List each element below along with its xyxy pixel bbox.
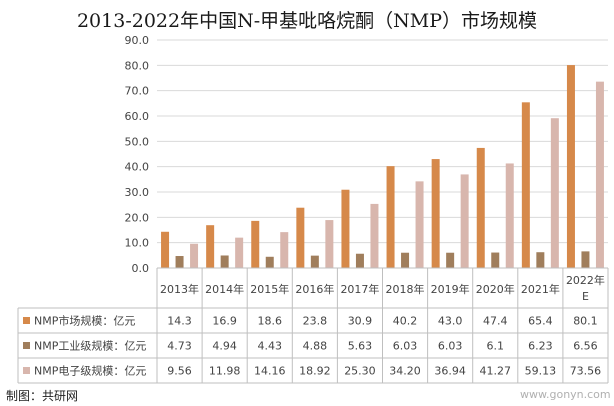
bar-3 xyxy=(190,243,199,268)
x-tick-label: 2014年 xyxy=(205,282,244,296)
bar-3 xyxy=(370,203,379,268)
y-tick-label: 50.0 xyxy=(125,135,150,148)
x-tick-label: 2021年 xyxy=(521,282,560,296)
data-label: 47.4 xyxy=(483,315,508,328)
data-label: 4.94 xyxy=(212,340,237,353)
y-tick-label: 90.0 xyxy=(125,34,150,47)
data-label: 9.56 xyxy=(167,365,192,378)
data-label: 73.56 xyxy=(570,365,602,378)
data-label: 5.63 xyxy=(348,340,373,353)
bar-1 xyxy=(161,231,170,268)
data-label: 18.92 xyxy=(299,365,331,378)
data-label: 4.73 xyxy=(167,340,192,353)
bar-1 xyxy=(341,189,350,268)
legend-swatch-2 xyxy=(23,342,30,349)
y-tick-label: 70.0 xyxy=(125,85,150,98)
data-label: 6.03 xyxy=(438,340,463,353)
source-note: 制图：共研网 xyxy=(6,389,79,403)
x-tick-label: 2019年 xyxy=(431,282,470,296)
legend-swatch-1 xyxy=(23,317,30,324)
y-tick-label: 0.0 xyxy=(132,262,150,275)
bar-1 xyxy=(476,147,485,268)
data-label: 4.43 xyxy=(258,340,283,353)
chart-title: 2013-2022年中国N-甲基吡咯烷酮（NMP）市场规模 xyxy=(76,10,538,32)
bar-3 xyxy=(505,163,514,268)
bar-2 xyxy=(220,255,229,268)
bar-2 xyxy=(536,252,545,268)
x-tick-label: 2013年 xyxy=(160,282,199,296)
data-label: 41.27 xyxy=(480,365,512,378)
bar-2 xyxy=(175,256,184,268)
bar-3 xyxy=(280,232,289,268)
bar-3 xyxy=(595,81,604,268)
bar-2 xyxy=(355,253,364,268)
bar-2 xyxy=(581,251,590,268)
data-label: 43.0 xyxy=(438,315,463,328)
y-tick-label: 10.0 xyxy=(125,237,150,250)
data-label: 6.23 xyxy=(528,340,553,353)
x-tick-label: 2020年 xyxy=(476,282,515,296)
bar-1 xyxy=(431,159,440,268)
data-label: 16.9 xyxy=(212,315,237,328)
data-label: 65.4 xyxy=(528,315,553,328)
bar-1 xyxy=(566,65,575,268)
y-tick-label: 40.0 xyxy=(125,161,150,174)
data-label: 18.6 xyxy=(258,315,283,328)
data-label: 4.88 xyxy=(303,340,328,353)
data-label: 23.8 xyxy=(303,315,328,328)
y-tick-label: 60.0 xyxy=(125,110,150,123)
x-tick-label: 2015年 xyxy=(250,282,289,296)
legend-swatch-3 xyxy=(23,367,30,374)
bar-2 xyxy=(446,252,455,268)
x-tick-label: 2018年 xyxy=(386,282,425,296)
bar-1 xyxy=(521,102,530,268)
legend-label-3: NMP电子级规模：亿元 xyxy=(34,364,146,378)
bar-3 xyxy=(415,181,424,268)
bar-3 xyxy=(460,174,469,268)
bar-1 xyxy=(296,207,305,268)
data-label: 59.13 xyxy=(525,365,557,378)
y-tick-label: 80.0 xyxy=(125,59,150,72)
data-label: 11.98 xyxy=(209,365,241,378)
bar-2 xyxy=(491,252,500,268)
x-tick-label: 2016年 xyxy=(295,282,334,296)
x-tick-label: 2017年 xyxy=(340,282,379,296)
bar-3 xyxy=(325,220,334,268)
legend-label-2: NMP工业级规模：亿元 xyxy=(34,339,146,353)
data-label: 30.9 xyxy=(348,315,373,328)
bar-1 xyxy=(386,166,395,268)
bar-2 xyxy=(265,256,274,268)
legend-label-1: NMP市场规模：亿元 xyxy=(34,314,135,328)
data-label: 6.1 xyxy=(487,340,505,353)
data-label: 40.2 xyxy=(393,315,418,328)
bar-1 xyxy=(206,225,215,268)
watermark: www.gonyn.com xyxy=(520,388,611,401)
x-tick-label-suffix: E xyxy=(582,290,589,303)
data-label: 6.03 xyxy=(393,340,418,353)
data-label: 36.94 xyxy=(434,365,466,378)
bar-3 xyxy=(550,118,559,268)
data-label: 80.1 xyxy=(573,315,598,328)
bar-3 xyxy=(235,237,244,268)
data-label: 34.20 xyxy=(389,365,421,378)
data-label: 6.56 xyxy=(573,340,598,353)
x-tick-label: 2022年 xyxy=(566,273,605,287)
data-label: 14.16 xyxy=(254,365,286,378)
bar-1 xyxy=(251,220,260,268)
data-label: 25.30 xyxy=(344,365,376,378)
bar-2 xyxy=(401,252,410,268)
data-label: 14.3 xyxy=(167,315,192,328)
y-tick-label: 20.0 xyxy=(125,211,150,224)
y-tick-label: 30.0 xyxy=(125,186,150,199)
bar-2 xyxy=(310,255,319,268)
